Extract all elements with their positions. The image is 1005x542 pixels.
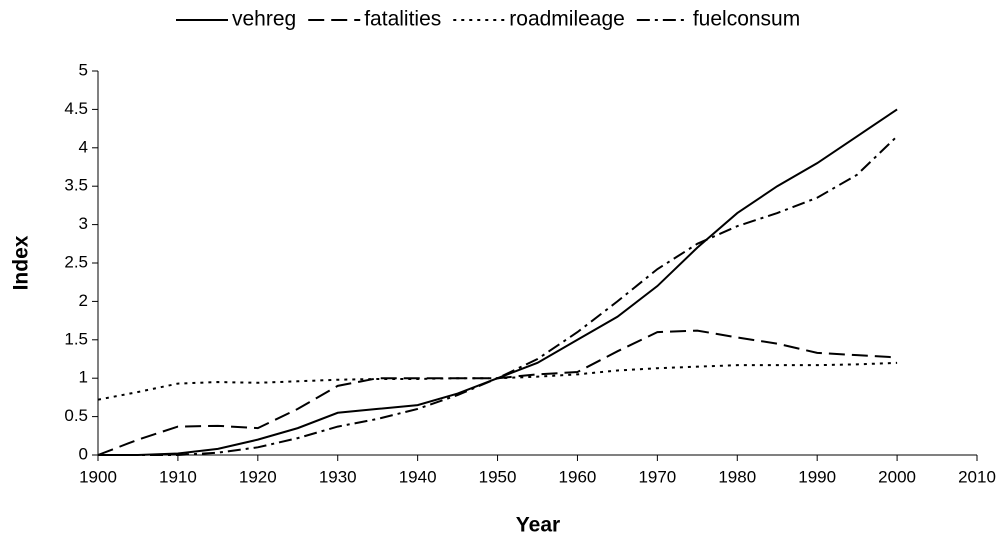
x-tick-label: 1950 — [479, 467, 517, 486]
x-tick-label: 1910 — [159, 467, 197, 486]
y-tick-label: 0.5 — [64, 406, 88, 425]
x-tick-label: 1990 — [798, 467, 836, 486]
legend-label: fatalities — [364, 8, 441, 31]
legend-label: fuelconsum — [693, 8, 800, 31]
y-tick-label: 5 — [79, 60, 88, 79]
legend-label: roadmileage — [509, 8, 625, 31]
series-line — [97, 361, 898, 401]
y-axis-title: Index — [10, 235, 33, 290]
x-tick-label: 1920 — [239, 467, 277, 486]
x-axis-title: Year — [516, 514, 560, 537]
x-tick-label: 2000 — [878, 467, 916, 486]
series-line — [98, 108, 898, 456]
y-tick-label: 1 — [79, 368, 88, 387]
x-tick-label: 1970 — [638, 467, 676, 486]
series-line — [97, 329, 898, 456]
y-tick-label: 4.5 — [64, 99, 88, 118]
series-line — [98, 135, 898, 456]
y-tick-label: 0 — [79, 444, 88, 463]
x-tick-label: 1930 — [319, 467, 357, 486]
y-tick-label: 1.5 — [64, 329, 88, 348]
x-tick-label: 1980 — [718, 467, 756, 486]
y-tick-label: 2.5 — [64, 252, 88, 271]
x-tick-label: 2010 — [958, 467, 996, 486]
x-tick-label: 1960 — [559, 467, 597, 486]
y-tick-label: 3.5 — [64, 176, 88, 195]
x-tick-label: 1900 — [79, 467, 117, 486]
y-tick-label: 3 — [79, 214, 88, 233]
x-tick-label: 1940 — [399, 467, 437, 486]
y-tick-label: 4 — [79, 137, 88, 156]
y-tick-label: 2 — [79, 291, 88, 310]
legend-label: vehreg — [232, 8, 296, 31]
